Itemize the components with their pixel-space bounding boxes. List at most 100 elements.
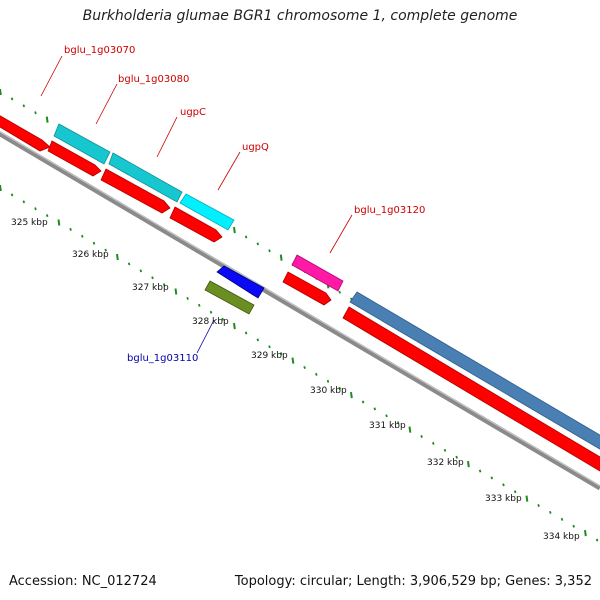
minor-tick bbox=[10, 97, 14, 101]
genome-backbone bbox=[0, 130, 600, 491]
minor-tick bbox=[34, 207, 37, 211]
minor-tick bbox=[560, 517, 564, 521]
minor-tick bbox=[478, 469, 482, 473]
cds-red-arrow-4[interactable] bbox=[169, 206, 223, 243]
scale-label: 330 kbp bbox=[310, 386, 347, 396]
cds-ugpC[interactable] bbox=[179, 193, 235, 231]
cds-bglu-1g03110[interactable] bbox=[204, 280, 255, 315]
cds-red-arrow-5[interactable] bbox=[282, 271, 332, 306]
minor-tick bbox=[186, 296, 189, 300]
major-tick bbox=[279, 254, 283, 261]
label-bglu-1g03110[interactable]: bglu_1g03110 bbox=[127, 353, 198, 364]
cds-bglu-1g03070[interactable] bbox=[53, 123, 111, 165]
major-tick bbox=[467, 460, 470, 468]
major-tick bbox=[233, 226, 236, 234]
minor-tick bbox=[34, 111, 37, 115]
minor-tick bbox=[256, 338, 260, 342]
cds-red-arrow-1[interactable] bbox=[0, 110, 51, 152]
label-ugpC[interactable]: ugpC bbox=[180, 107, 206, 118]
scale-label: 333 kbp bbox=[485, 494, 522, 504]
major-tick bbox=[233, 322, 236, 330]
minor-tick bbox=[385, 414, 388, 418]
minor-tick bbox=[45, 214, 49, 218]
inner-tick-track bbox=[0, 184, 599, 542]
minor-tick bbox=[373, 407, 377, 411]
major-tick bbox=[174, 288, 178, 295]
minor-tick bbox=[268, 345, 271, 349]
minor-tick bbox=[502, 483, 505, 487]
scale-label: 332 kbp bbox=[427, 458, 464, 468]
major-tick bbox=[525, 495, 529, 502]
major-tick bbox=[45, 116, 49, 123]
minor-tick bbox=[162, 283, 166, 287]
minor-tick bbox=[338, 290, 341, 294]
scale-label: 329 kbp bbox=[251, 351, 288, 361]
minor-tick bbox=[69, 227, 72, 231]
minor-tick bbox=[221, 317, 224, 321]
minor-tick bbox=[244, 235, 248, 239]
cds-red-long[interactable] bbox=[342, 306, 600, 477]
minor-tick bbox=[361, 400, 365, 404]
cds-red-arrow-3[interactable] bbox=[100, 168, 171, 214]
minor-tick bbox=[198, 303, 201, 307]
minor-tick bbox=[338, 386, 341, 390]
minor-tick bbox=[92, 241, 96, 245]
scale-label: 327 kbp bbox=[132, 283, 169, 293]
topology-text: Topology: circular; Length: 3,906,529 bp… bbox=[234, 574, 592, 589]
minor-tick bbox=[396, 421, 400, 425]
minor-tick bbox=[127, 262, 131, 266]
leader-ugpQ bbox=[217, 151, 241, 191]
minor-tick bbox=[22, 104, 26, 108]
minor-tick bbox=[432, 441, 435, 445]
minor-tick bbox=[81, 234, 84, 238]
label-ugpQ[interactable]: ugpQ bbox=[242, 142, 269, 153]
minor-tick bbox=[104, 248, 107, 252]
cds-bglu-1g03120[interactable] bbox=[291, 254, 344, 292]
minor-tick bbox=[22, 200, 26, 204]
cds-red-arrow-2[interactable] bbox=[47, 140, 102, 177]
map-title: Burkholderia glumae BGR1 chromosome 1, c… bbox=[82, 8, 518, 24]
minor-tick bbox=[303, 365, 306, 369]
leader-bglu-1g03120 bbox=[329, 214, 353, 254]
leader-bglu-1g03080 bbox=[95, 83, 118, 125]
minor-tick bbox=[455, 455, 458, 459]
major-tick bbox=[0, 184, 2, 192]
minor-tick bbox=[326, 379, 330, 383]
minor-tick bbox=[244, 331, 248, 335]
label-bglu-1g03080[interactable]: bglu_1g03080 bbox=[118, 74, 189, 85]
minor-tick bbox=[268, 249, 271, 253]
minor-tick bbox=[490, 476, 494, 480]
cds-steel-blue[interactable] bbox=[349, 291, 600, 455]
major-tick bbox=[408, 426, 412, 433]
cds-bglu-1g03080[interactable] bbox=[108, 152, 183, 203]
minor-tick bbox=[537, 504, 540, 508]
major-tick bbox=[116, 253, 119, 261]
scale-label: 328 kbp bbox=[192, 317, 229, 327]
genome-backbone-highlight bbox=[0, 131, 600, 487]
label-bglu-1g03120[interactable]: bglu_1g03120 bbox=[354, 205, 425, 216]
minor-tick bbox=[549, 510, 552, 514]
minor-tick bbox=[279, 352, 283, 356]
scale-labels: 325 kbp 326 kbp 327 kbp 328 kbp 329 kbp … bbox=[11, 218, 580, 542]
leader-bglu-1g03070 bbox=[40, 55, 63, 97]
leader-bglu-1g03110 bbox=[196, 319, 215, 354]
minor-tick bbox=[151, 276, 154, 280]
major-tick bbox=[291, 357, 295, 364]
minor-tick bbox=[572, 524, 575, 528]
major-tick bbox=[0, 88, 2, 96]
cds-blue-arrow[interactable] bbox=[216, 265, 265, 299]
scale-label: 326 kbp bbox=[72, 250, 109, 260]
scale-label: 334 kbp bbox=[543, 532, 580, 542]
minor-tick bbox=[443, 448, 447, 452]
minor-tick bbox=[139, 269, 143, 273]
label-bglu-1g03070[interactable]: bglu_1g03070 bbox=[64, 45, 135, 56]
major-tick bbox=[57, 219, 61, 226]
minor-tick bbox=[315, 372, 318, 376]
minor-tick bbox=[595, 538, 599, 542]
scale-label: 325 kbp bbox=[11, 218, 48, 228]
major-tick bbox=[350, 391, 353, 399]
minor-tick bbox=[513, 490, 517, 494]
major-tick bbox=[584, 530, 587, 537]
